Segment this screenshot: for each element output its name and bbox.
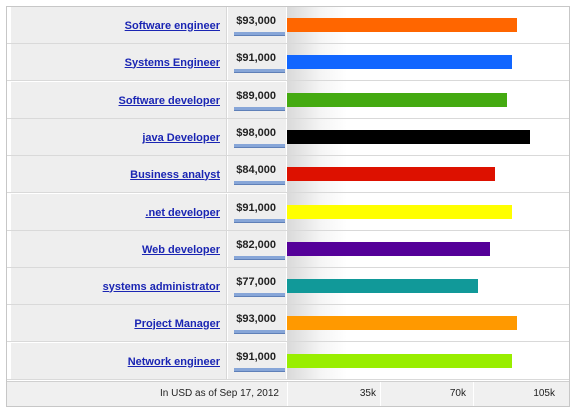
value-underline	[234, 293, 285, 297]
category-label-cell: Software engineer	[11, 7, 227, 44]
footer-divider	[287, 382, 288, 406]
bar	[287, 130, 530, 144]
data-label: $84,000	[236, 164, 276, 176]
data-label: $93,000	[236, 313, 276, 325]
data-label: $98,000	[236, 127, 276, 139]
category-label-cell: java Developer	[11, 119, 227, 156]
chart-row: Software developer $89,000	[7, 82, 569, 119]
row-separator	[7, 379, 569, 380]
row-separator	[7, 192, 569, 193]
chart-row: java Developer $98,000	[7, 119, 569, 156]
category-label-cell: Web developer	[11, 231, 227, 268]
category-link[interactable]: java Developer	[142, 131, 220, 144]
x-tick-label: 105k	[533, 388, 555, 399]
bar	[287, 18, 517, 32]
value-cell: $91,000	[228, 44, 286, 81]
row-separator	[7, 267, 569, 268]
row-separator	[7, 43, 569, 44]
x-tick-label: 70k	[449, 388, 466, 399]
category-label-cell: Business analyst	[11, 156, 227, 193]
value-underline	[234, 181, 285, 185]
bar	[287, 354, 512, 368]
category-link[interactable]: Software engineer	[124, 19, 220, 32]
footer-divider	[473, 382, 474, 406]
value-cell: $89,000	[228, 82, 286, 119]
row-separator	[7, 341, 569, 342]
data-label: $91,000	[236, 202, 276, 214]
value-underline	[234, 256, 285, 260]
data-label: $91,000	[236, 351, 276, 363]
value-underline	[234, 32, 285, 36]
value-underline	[234, 144, 285, 148]
value-cell: $93,000	[228, 305, 286, 342]
footer-divider	[380, 382, 381, 406]
footnote: In USD as of Sep 17, 2012	[160, 388, 279, 399]
chart-footer: In USD as of Sep 17, 2012 35k 70k 105k	[7, 381, 569, 406]
data-label: $89,000	[236, 90, 276, 102]
category-label-cell: Project Manager	[11, 305, 227, 342]
value-underline	[234, 69, 285, 73]
value-cell: $98,000	[228, 119, 286, 156]
chart-row: Business analyst $84,000	[7, 156, 569, 193]
bar	[287, 205, 512, 219]
category-link[interactable]: systems administrator	[102, 280, 220, 293]
category-label-cell: .net developer	[11, 194, 227, 231]
category-link[interactable]: Business analyst	[130, 168, 220, 181]
category-link[interactable]: Software developer	[118, 94, 220, 107]
chart-row: Project Manager $93,000	[7, 305, 569, 342]
data-label: $77,000	[236, 276, 276, 288]
category-label-cell: Software developer	[11, 82, 227, 119]
bar	[287, 316, 517, 330]
chart-row: Systems Engineer $91,000	[7, 44, 569, 81]
row-separator	[7, 155, 569, 156]
row-separator	[7, 80, 569, 81]
chart-row: Software engineer $93,000	[7, 7, 569, 44]
category-link[interactable]: Project Manager	[134, 317, 220, 330]
value-underline	[234, 219, 285, 223]
category-link[interactable]: .net developer	[145, 206, 220, 219]
chart-row: Network engineer $91,000	[7, 343, 569, 380]
value-cell: $91,000	[228, 194, 286, 231]
value-underline	[234, 330, 285, 334]
value-cell: $77,000	[228, 268, 286, 305]
value-underline	[234, 107, 285, 111]
category-link[interactable]: Web developer	[141, 243, 220, 256]
category-label-cell: Network engineer	[11, 343, 227, 380]
value-underline	[234, 368, 285, 372]
row-separator	[7, 118, 569, 119]
value-cell: $82,000	[228, 231, 286, 268]
category-link[interactable]: Network engineer	[127, 355, 220, 368]
chart-row: .net developer $91,000	[7, 194, 569, 231]
chart-row: Web developer $82,000	[7, 231, 569, 268]
data-label: $82,000	[236, 239, 276, 251]
value-cell: $91,000	[228, 343, 286, 380]
row-separator	[7, 230, 569, 231]
row-separator	[7, 304, 569, 305]
bar	[287, 93, 507, 107]
bar	[287, 279, 478, 293]
bar	[287, 55, 512, 69]
data-label: $91,000	[236, 52, 276, 64]
bar	[287, 242, 490, 256]
value-cell: $93,000	[228, 7, 286, 44]
x-tick-label: 35k	[359, 388, 376, 399]
category-link[interactable]: Systems Engineer	[124, 56, 220, 69]
plot-area	[287, 7, 569, 380]
value-cell: $84,000	[228, 156, 286, 193]
category-label-cell: systems administrator	[11, 268, 227, 305]
bar	[287, 167, 495, 181]
salary-chart: Software engineer $93,000 Systems Engineer…	[6, 6, 570, 407]
category-label-cell: Systems Engineer	[11, 44, 227, 81]
chart-row: systems administrator $77,000	[7, 268, 569, 305]
data-label: $93,000	[236, 15, 276, 27]
